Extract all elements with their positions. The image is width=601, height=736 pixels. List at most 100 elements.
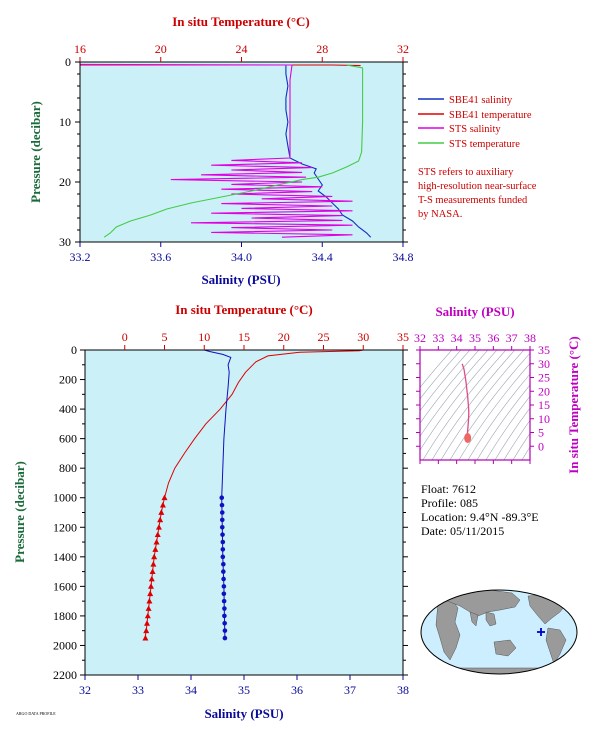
main-marker-salinity-samples: [220, 532, 225, 537]
ts-sal-axis-title: Salinity (PSU): [435, 304, 514, 319]
ts-contour-line: [420, 350, 498, 451]
main-pressure-tick-label: 600: [59, 432, 77, 446]
main-axes: 32 33 34 35 36 37 38 0 5 10 15 20 25 30 35 0 200 400 600 80…: [53, 330, 409, 697]
main-pressure-tick-label: 400: [59, 402, 77, 416]
ts-contour-line: [458, 363, 530, 460]
map-se-asia: [485, 611, 497, 627]
ts-contour-line: [503, 419, 530, 460]
ts-sal-tick-label: 37: [506, 331, 518, 345]
top-temp-tick-label: 24: [236, 42, 248, 56]
top-sal-tick-label: 34.0: [231, 250, 252, 264]
main-temp-tick-label: 10: [198, 330, 210, 344]
top-sal-tick-label: 34.8: [393, 250, 414, 264]
profile-date: Date: 05/11/2015: [421, 524, 504, 538]
top-series-sts-salinity: [79, 63, 353, 238]
main-marker-temperature-samples: [144, 620, 151, 626]
main-marker-salinity-samples: [221, 591, 227, 597]
main-marker-salinity-samples: [219, 517, 225, 523]
main-temp-tick-label: 20: [278, 330, 290, 344]
main-pressure-tick-label: 1800: [53, 609, 77, 623]
main-pressure-tick-label: 0: [71, 343, 77, 357]
sts-note-line-1: STS refers to auxiliary: [418, 167, 514, 178]
svg-text:STS temperature: STS temperature: [449, 139, 520, 150]
ts-temp-tick-label: 30: [538, 357, 550, 371]
ts-temp-tick-label: 35: [538, 343, 550, 357]
ts-contour-line: [420, 350, 462, 400]
map-south-america: [545, 627, 567, 665]
ts-sal-tick-label: 33: [432, 331, 444, 345]
main-sal-tick-label: 34: [185, 683, 197, 697]
main-marker-temperature-samples: [159, 501, 166, 508]
main-sal-tick-label: 32: [79, 683, 91, 697]
top-sal-tick-label: 33.2: [70, 250, 91, 264]
main-pressure-tick-label: 800: [59, 461, 77, 475]
main-marker-temperature-samples: [144, 612, 151, 619]
ts-contour-line: [420, 350, 453, 388]
main-temp-tick-label: 15: [238, 330, 250, 344]
main-marker-salinity-samples: [222, 606, 227, 611]
svg-text:STS salinity: STS salinity: [449, 124, 501, 135]
ts-sal-tick-label: 35: [469, 331, 481, 345]
main-pressure-axis-title: Pressure (decibar): [12, 461, 27, 563]
main-temp-tick-label: 35: [397, 330, 409, 344]
ts-contour-line: [420, 350, 480, 424]
ts-deep-cluster-marker: [464, 433, 472, 443]
main-marker-temperature-samples: [155, 524, 162, 530]
ts-temp-tick-label: 20: [538, 384, 550, 398]
ts-contour-line: [521, 446, 530, 460]
top-series-sbe41-salinity: [285, 65, 372, 238]
footer-code: ARGO DATA PROFILE: [16, 711, 56, 716]
legend: SBE41 salinity SBE41 temperature STS sal…: [418, 95, 537, 220]
world-map: [420, 589, 578, 675]
ts-contour-line: [476, 384, 530, 460]
main-sal-tick-label: 36: [291, 683, 303, 697]
ts-sal-tick-label: 34: [451, 331, 463, 345]
svg-text:SBE41 salinity: SBE41 salinity: [449, 95, 513, 106]
main-marker-salinity-samples: [220, 539, 226, 545]
top-pressure-tick-label: 10: [59, 115, 71, 129]
top-temp-tick-label: 16: [74, 42, 86, 56]
main-sal-tick-label: 33: [132, 683, 144, 697]
top-plot-area: [79, 61, 404, 243]
top-series-sts-temperature: [103, 64, 364, 238]
main-marker-temperature-samples: [157, 516, 164, 523]
main-marker-temperature-samples: [161, 494, 168, 501]
main-temp-tick-label: 5: [162, 330, 168, 344]
top-pressure-tick-label: 20: [59, 175, 71, 189]
main-sal-tick-label: 38: [397, 683, 409, 697]
ts-contour-line: [440, 350, 525, 460]
main-marker-salinity-samples: [220, 554, 226, 560]
ts-contour-line: [422, 350, 507, 460]
top-series-group: [79, 63, 372, 238]
main-marker-temperature-samples: [150, 561, 157, 567]
top-sal-tick-label: 34.4: [312, 250, 333, 264]
main-marker-salinity-samples: [222, 620, 227, 626]
top-sal-axis-title: Salinity (PSU): [201, 272, 280, 287]
ts-temp-tick-label: 10: [538, 412, 550, 426]
main-temp-tick-label: 30: [357, 330, 369, 344]
main-series-group: [142, 349, 364, 641]
sts-note-line-2: high-resolution near-surface: [418, 181, 537, 192]
main-marker-salinity-samples: [221, 561, 226, 567]
main-pressure-tick-label: 1400: [53, 550, 77, 564]
ts-sal-tick-label: 32: [414, 331, 426, 345]
main-marker-temperature-samples: [143, 627, 150, 634]
ts-sal-tick-label: 38: [524, 331, 536, 345]
ts-contour-line: [494, 407, 530, 460]
top-temp-tick-label: 20: [155, 42, 167, 56]
map-australia: [493, 639, 517, 657]
top-pressure-tick-label: 0: [65, 55, 71, 69]
main-marker-salinity-samples: [221, 598, 227, 604]
top-axes: 33.2 33.6 34.0 34.4 34.8 16 20 24 28 32 0 10 20 30: [59, 42, 414, 264]
ts-contour-line: [512, 432, 530, 460]
float-info: Float: 7612 Profile: 085 Location: 9.4°N…: [421, 482, 539, 538]
float-id: Float: 7612: [421, 482, 476, 496]
main-marker-temperature-samples: [151, 553, 158, 560]
top-temp-tick-label: 28: [316, 42, 328, 56]
ts-contour-line: [467, 373, 530, 460]
main-marker-temperature-samples: [158, 509, 165, 515]
top-chart: 33.2 33.6 34.0 34.4 34.8 16 20 24 28 32 0 10 20 30 In…: [28, 14, 414, 287]
main-sal-tick-label: 35: [238, 683, 250, 697]
